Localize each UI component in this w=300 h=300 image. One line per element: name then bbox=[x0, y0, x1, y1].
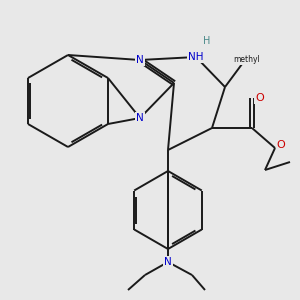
Text: NH: NH bbox=[188, 52, 204, 62]
Text: O: O bbox=[255, 93, 264, 103]
Text: N: N bbox=[164, 257, 172, 267]
Text: N: N bbox=[136, 55, 144, 65]
Text: H: H bbox=[203, 35, 210, 46]
Text: methyl: methyl bbox=[233, 56, 260, 64]
Text: N: N bbox=[136, 113, 144, 123]
Text: O: O bbox=[277, 140, 285, 150]
